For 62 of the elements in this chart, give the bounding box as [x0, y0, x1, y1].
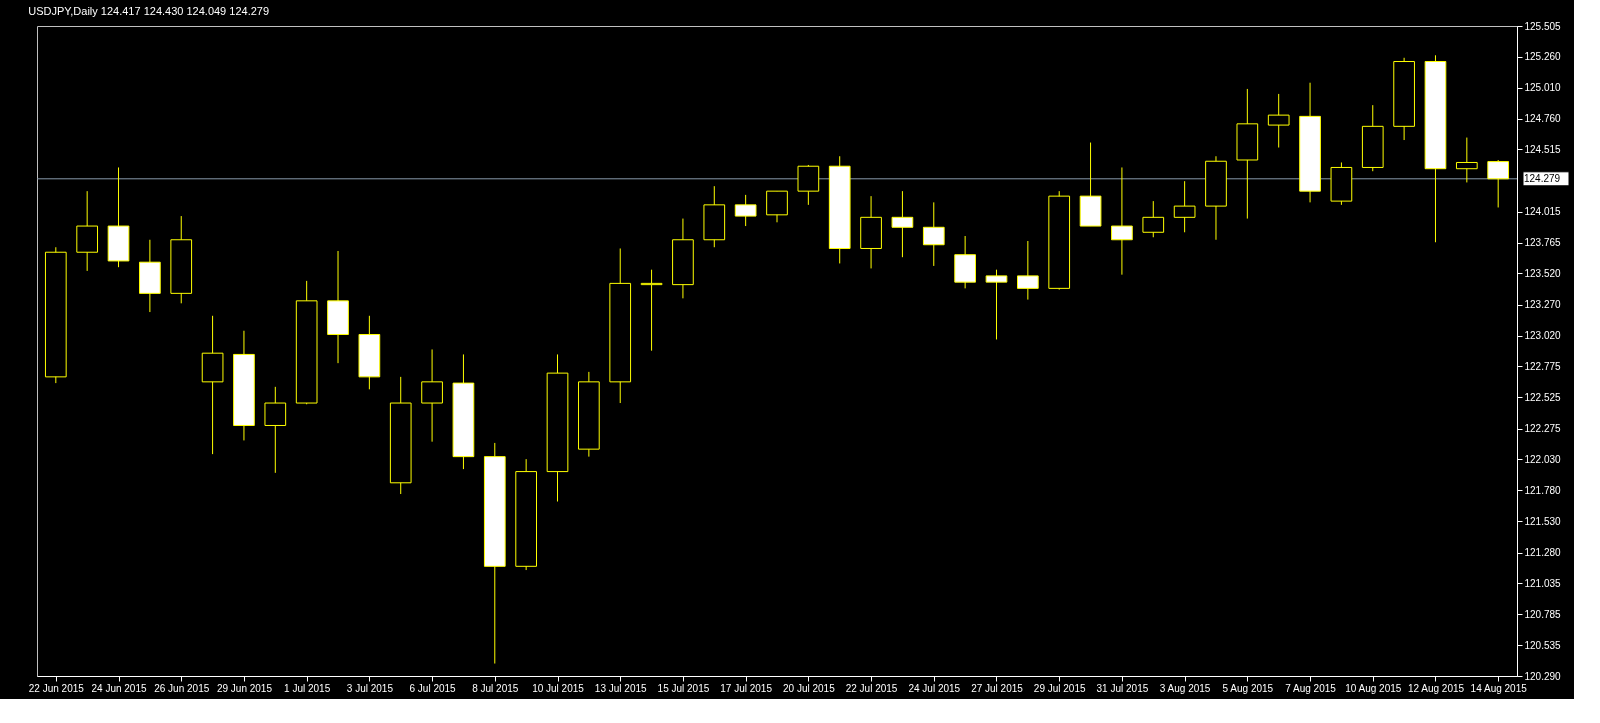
candlestick — [1487, 159, 1510, 208]
candlestick — [1455, 137, 1478, 183]
y-tick-label: 124.515 — [1524, 143, 1562, 155]
candlestick — [734, 194, 757, 227]
y-tick-label: 121.780 — [1524, 484, 1562, 496]
x-tick-label: 26 Jun 2015 — [154, 682, 210, 694]
x-tick-label: 12 Aug 2015 — [1407, 682, 1465, 694]
chart-title: USDJPY,Daily 124.417 124.430 124.049 124.279 — [28, 5, 270, 17]
x-tick-label: 24 Jul 2015 — [908, 682, 961, 694]
x-tick-label: 17 Jul 2015 — [720, 682, 773, 694]
x-tick-label: 20 Jul 2015 — [783, 682, 836, 694]
y-tick-label: 121.035 — [1524, 577, 1562, 589]
x-tick-label: 7 Aug 2015 — [1285, 682, 1337, 694]
x-tick-label: 1 Jul 2015 — [284, 682, 331, 694]
y-tick-label: 123.270 — [1524, 299, 1562, 311]
y-tick-label: 120.535 — [1524, 639, 1562, 651]
y-tick-label: 123.020 — [1524, 330, 1562, 342]
x-tick-label: 27 Jul 2015 — [971, 682, 1024, 694]
x-tick-label: 8 Jul 2015 — [472, 682, 519, 694]
candlestick — [1267, 93, 1290, 149]
y-tick-label: 122.030 — [1524, 453, 1562, 465]
x-tick-label: 10 Aug 2015 — [1345, 682, 1402, 694]
candlestick — [766, 190, 788, 223]
x-tick-label: 6 Jul 2015 — [409, 682, 457, 694]
y-tick-label: 122.275 — [1524, 423, 1562, 435]
x-tick-label: 3 Aug 2015 — [1159, 682, 1211, 694]
x-tick-label: 15 Jul 2015 — [657, 682, 710, 694]
y-tick-label: 120.785 — [1524, 608, 1562, 620]
y-tick-label: 122.775 — [1524, 360, 1562, 372]
x-tick-label: 24 Jun 2015 — [91, 682, 147, 694]
x-tick-label: 10 Jul 2015 — [532, 682, 585, 694]
candlestick — [922, 201, 945, 267]
y-tick-label: 123.765 — [1524, 237, 1562, 249]
x-tick-label: 13 Jul 2015 — [594, 682, 648, 694]
y-tick-label: 125.260 — [1524, 51, 1562, 63]
x-tick-label: 22 Jun 2015 — [28, 682, 85, 694]
ref-line-label: 124.279 — [1524, 172, 1561, 184]
y-tick-label: 123.520 — [1524, 267, 1562, 279]
candlestick — [1173, 180, 1196, 233]
x-tick-label: 29 Jul 2015 — [1033, 682, 1086, 694]
x-tick-label: 5 Aug 2015 — [1222, 682, 1274, 694]
x-tick-label: 14 Aug 2015 — [1470, 682, 1528, 694]
candlestick — [264, 386, 287, 474]
candlestick — [891, 190, 914, 258]
y-tick-label: 122.525 — [1524, 391, 1562, 403]
x-tick-label: 31 Jul 2015 — [1096, 682, 1149, 694]
y-tick-label: 121.530 — [1524, 515, 1562, 527]
y-tick-label: 121.280 — [1524, 547, 1562, 559]
candlestick — [640, 269, 663, 352]
y-tick-label: 124.760 — [1524, 113, 1562, 125]
candlestick — [1111, 166, 1133, 276]
candlestick — [1142, 200, 1165, 238]
y-tick-label: 125.505 — [1524, 20, 1562, 32]
x-tick-label: 3 Jul 2015 — [346, 682, 394, 694]
y-tick-label: 120.290 — [1524, 670, 1562, 682]
candlestick — [985, 269, 1008, 340]
x-tick-label: 22 Jul 2015 — [845, 682, 898, 694]
candlestick — [1017, 240, 1039, 301]
candlestick — [421, 348, 443, 443]
y-tick-label: 124.015 — [1524, 206, 1562, 218]
x-tick-label: 29 Jun 2015 — [216, 682, 273, 694]
y-tick-label: 125.010 — [1524, 82, 1562, 94]
